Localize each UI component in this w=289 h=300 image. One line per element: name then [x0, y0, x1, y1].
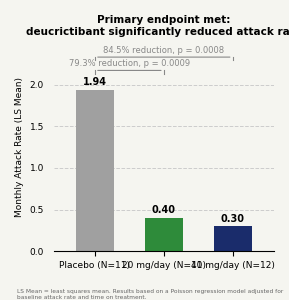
- Bar: [145, 218, 183, 251]
- Text: LS Mean = least squares mean. Results based on a Poisson regression model adjust: LS Mean = least squares mean. Results ba…: [17, 290, 284, 300]
- Title: Primary endpoint met:
deucrictibant significantly reduced attack rate: Primary endpoint met: deucrictibant sign…: [26, 15, 289, 37]
- Text: 1.94: 1.94: [83, 77, 107, 87]
- Text: 79.3% reduction, p = 0.0009: 79.3% reduction, p = 0.0009: [69, 59, 190, 68]
- Y-axis label: Monthly Attack Rate (LS Mean): Monthly Attack Rate (LS Mean): [15, 77, 24, 217]
- Text: 84.5% reduction, p = 0.0008: 84.5% reduction, p = 0.0008: [103, 46, 224, 55]
- Text: 0.30: 0.30: [221, 214, 245, 224]
- Bar: [76, 90, 114, 251]
- Bar: [214, 226, 252, 251]
- Text: 0.40: 0.40: [152, 206, 176, 215]
